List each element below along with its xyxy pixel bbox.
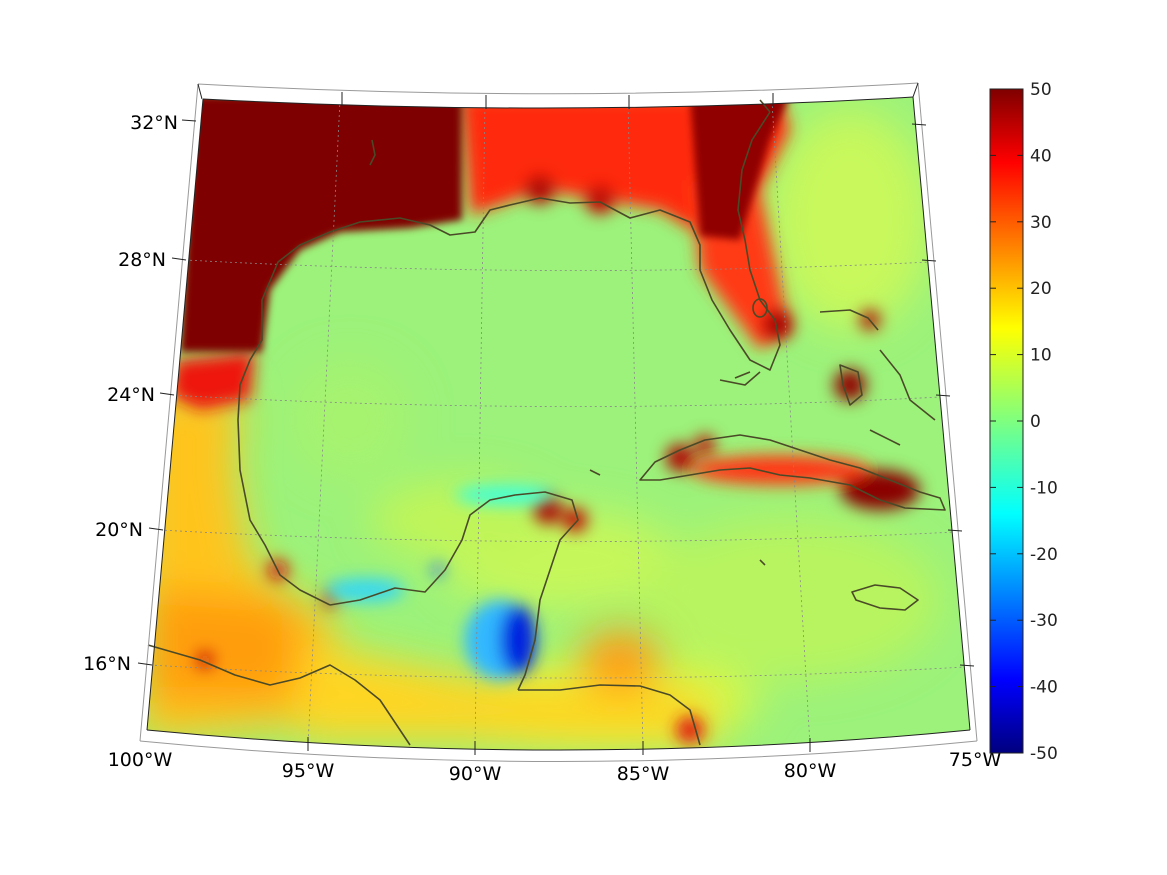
colorbar-tick-label: 30 <box>1030 213 1052 233</box>
lat-label: 16°N <box>83 653 131 675</box>
colorbar-tick-label: 50 <box>1030 80 1052 100</box>
colorbar-tick-label: 20 <box>1030 279 1052 299</box>
colorbar-tick-label: -20 <box>1030 545 1058 565</box>
colorbar-tick-label: 10 <box>1030 346 1052 366</box>
lon-label: 80°W <box>784 760 837 782</box>
lon-label: 95°W <box>282 760 335 782</box>
colorbar-tick-label: -30 <box>1030 611 1058 631</box>
latitude-labels: 32°N 28°N 24°N 20°N 16°N <box>83 112 178 675</box>
longitude-labels: 100°W 95°W 90°W 85°W 80°W 75°W <box>108 749 1002 785</box>
colorbar-tick-label: -10 <box>1030 478 1058 498</box>
lat-label: 24°N <box>107 384 155 406</box>
lat-label: 32°N <box>130 112 178 134</box>
colorbar: 50 40 30 20 10 0 -10 -20 -30 -40 -50 <box>989 80 1058 764</box>
lon-label: 85°W <box>617 763 670 785</box>
lat-label: 28°N <box>118 249 166 271</box>
lon-label: 100°W <box>108 749 173 771</box>
colorbar-tick-label: 40 <box>1030 146 1052 166</box>
frame-ticks <box>137 82 975 755</box>
colorbar-tick-label: 0 <box>1030 412 1041 432</box>
colorbar-tick-label: -50 <box>1030 744 1058 764</box>
map-frame <box>139 82 978 762</box>
lon-label: 75°W <box>949 749 1002 771</box>
coastlines <box>147 99 946 746</box>
colorbar-tick-label: -40 <box>1030 678 1058 698</box>
graticule-grid <box>149 99 966 749</box>
lon-label: 90°W <box>449 763 502 785</box>
field-heatmap <box>147 97 970 750</box>
lat-label: 20°N <box>95 519 143 541</box>
